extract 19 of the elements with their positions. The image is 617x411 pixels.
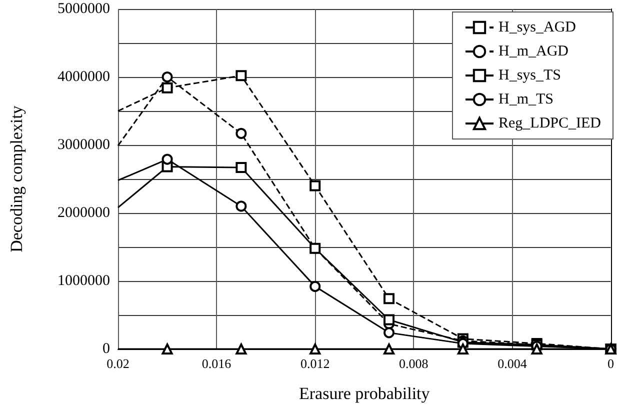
x-axis-title: Erasure probability [298, 384, 430, 403]
y-tick-label: 3000000 [58, 137, 110, 153]
x-tick-label: 0.016 [202, 356, 232, 371]
y-tick-label: 1000000 [58, 273, 110, 289]
legend-label: Reg_LDPC_IED [498, 116, 602, 132]
legend-label: H_sys_TS [498, 68, 562, 84]
x-tick-label: 0.008 [399, 356, 428, 371]
legend-label: H_m_TS [498, 92, 554, 108]
y-axis-title: Decoding complexity [7, 105, 26, 252]
x-tick-label: 0.02 [106, 356, 130, 371]
y-tick-label: 0 [102, 341, 110, 357]
y-tick-label: 2000000 [58, 205, 110, 221]
legend-label: H_m_AGD [498, 44, 569, 60]
y-tick-label: 4000000 [58, 69, 110, 85]
x-tick-label: 0.012 [300, 356, 330, 371]
legend-label: H_sys_AGD [498, 20, 576, 36]
y-tick-label: 5000000 [58, 1, 110, 17]
x-tick-label: 0.004 [498, 356, 528, 371]
x-tick-label: 0 [608, 356, 614, 371]
